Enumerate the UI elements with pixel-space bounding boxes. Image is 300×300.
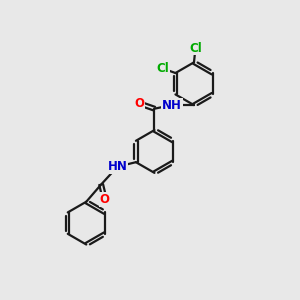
Text: Cl: Cl — [157, 62, 169, 75]
Text: O: O — [134, 97, 144, 110]
Text: O: O — [100, 193, 110, 206]
Text: HN: HN — [108, 160, 127, 173]
Text: NH: NH — [162, 99, 182, 112]
Text: Cl: Cl — [189, 42, 202, 55]
